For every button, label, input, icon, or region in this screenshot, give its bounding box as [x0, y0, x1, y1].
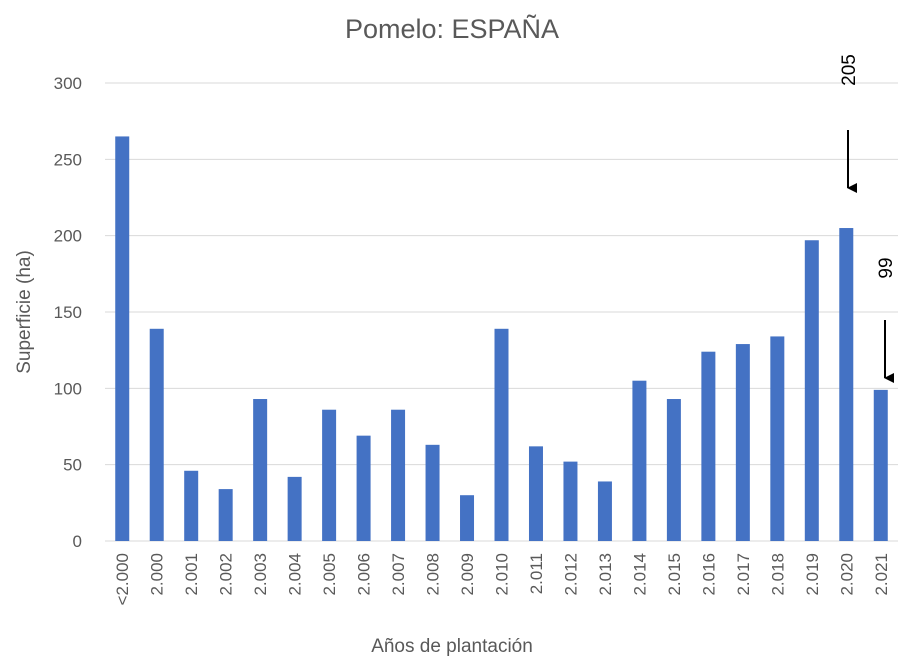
x-tick-label: 2.013	[596, 553, 615, 596]
y-tick-label: 250	[54, 150, 82, 169]
x-tick-label: 2.014	[630, 553, 649, 596]
x-tick-label: 2.005	[320, 553, 339, 596]
x-tick-label: 2.011	[527, 553, 546, 594]
annotation: 99	[876, 257, 897, 278]
x-tick-label: <2.000	[113, 553, 132, 605]
bar	[253, 399, 268, 541]
y-tick-label: 150	[54, 303, 82, 322]
bar	[322, 409, 337, 541]
x-tick-label: 2.003	[251, 553, 270, 596]
x-tick-label: 2.002	[217, 553, 236, 596]
x-tick-label: 2.017	[734, 553, 753, 596]
y-tick-label: 50	[63, 456, 82, 475]
bar	[770, 336, 785, 541]
bar	[391, 409, 406, 541]
y-tick-label: 200	[54, 227, 82, 246]
bar	[460, 495, 475, 541]
x-tick-label: 2.015	[665, 553, 684, 596]
bar	[356, 435, 371, 541]
y-axis-label: Superficie (ha)	[14, 250, 35, 374]
x-tick-label: 2.016	[699, 553, 718, 596]
x-tick-label: 2.008	[424, 553, 443, 596]
bar	[735, 344, 750, 541]
bar	[563, 461, 578, 541]
bar	[287, 476, 302, 541]
bar	[597, 481, 612, 541]
x-tick-label: 2.001	[182, 553, 201, 596]
x-tick-label: 2.010	[493, 553, 512, 596]
bar	[149, 328, 164, 541]
bar	[528, 446, 543, 541]
x-tick-label: 2.020	[837, 553, 856, 596]
x-tick-label: 2.018	[768, 553, 787, 596]
bar	[218, 489, 233, 541]
bar	[115, 136, 130, 541]
bar	[425, 444, 440, 541]
x-tick-label: 2.021	[872, 553, 891, 596]
x-tick-label: 2.009	[458, 553, 477, 596]
y-tick-label: 100	[54, 379, 82, 398]
y-tick-label: 0	[73, 532, 82, 551]
bar	[804, 240, 819, 541]
bar	[632, 380, 647, 541]
x-tick-label: 2.012	[561, 553, 580, 596]
bar	[701, 351, 716, 541]
annotation: 205	[839, 54, 860, 86]
x-axis-label: Años de plantación	[371, 636, 533, 657]
x-tick-label: 2.007	[389, 553, 408, 596]
bar	[494, 328, 509, 541]
bar	[873, 389, 888, 541]
bar	[666, 399, 681, 541]
bar	[184, 470, 199, 541]
x-tick-label: 2.000	[148, 553, 167, 596]
x-tick-label: 2.006	[355, 553, 374, 596]
y-tick-label: 300	[54, 74, 82, 93]
chart-title: Pomelo: ESPAÑA	[345, 13, 559, 44]
bar	[839, 228, 854, 542]
x-tick-label: 2.004	[286, 553, 305, 596]
x-tick-label: 2.019	[803, 553, 822, 596]
